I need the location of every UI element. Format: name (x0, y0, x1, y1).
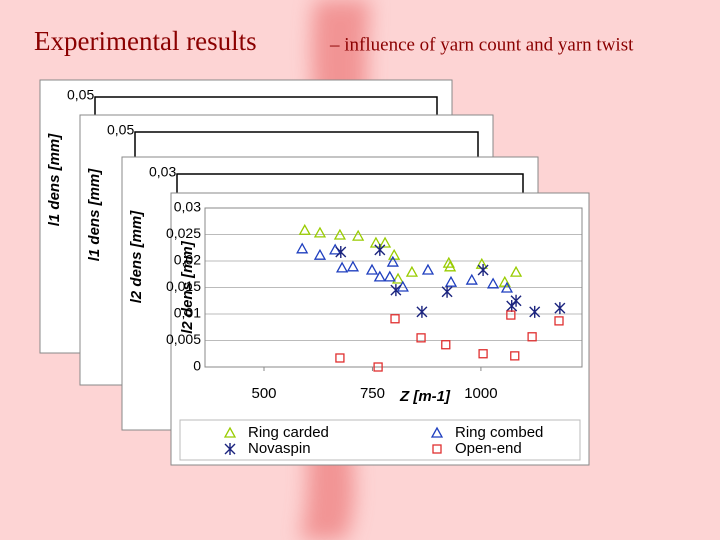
slide-subtitle: – influence of yarn count and yarn twist (329, 34, 634, 55)
slide-title: Experimental results (34, 26, 257, 56)
data-point (500, 281, 514, 293)
x-tick-label: 750 (360, 385, 385, 402)
y-tick-label: 0 (193, 358, 201, 374)
data-point (442, 256, 455, 268)
legend-label: Ring carded (248, 424, 329, 441)
data-point (477, 264, 489, 277)
data-point (374, 243, 386, 256)
data-point (298, 223, 311, 235)
legend-marker (224, 443, 236, 455)
legend-label: Ring combed (455, 424, 543, 441)
y-axis-label: l2 dens [mm] (179, 240, 196, 334)
data-point (333, 228, 347, 240)
legend-label: Open-end (455, 440, 522, 457)
data-point (346, 260, 360, 272)
background-ylabel: l1 dens [mm] (46, 133, 63, 227)
data-point (478, 349, 488, 359)
data-point (373, 270, 386, 282)
y-tick-label: 0,015 (166, 278, 201, 294)
background-ytick-label: 0,05 (107, 122, 134, 138)
data-point (441, 285, 453, 298)
legend-box (179, 419, 581, 461)
legend-marker (223, 426, 237, 438)
data-point (506, 310, 516, 320)
x-axis-label: Z [m-1] (399, 388, 451, 405)
data-point (416, 305, 428, 318)
data-point (465, 273, 478, 285)
data-point (373, 362, 383, 372)
data-point (444, 275, 458, 287)
data-point (510, 294, 522, 307)
data-point (390, 314, 400, 324)
data-point (527, 332, 537, 342)
y-tick-label: 0,005 (166, 331, 201, 347)
data-point (390, 284, 402, 297)
legend-marker (432, 444, 442, 454)
background-ytick-label: 0,03 (149, 164, 176, 180)
data-point (405, 265, 419, 277)
data-point (386, 255, 399, 267)
x-tick-label: 1000 (464, 385, 497, 402)
y-tick-label: 0,03 (174, 199, 201, 215)
data-point (441, 340, 451, 350)
data-point (416, 333, 426, 343)
data-point (421, 263, 435, 275)
plot-frame (204, 207, 583, 368)
data-point (529, 305, 541, 318)
data-point (391, 272, 405, 284)
front-chart: 0 0,005 0,01 0,015 0,02 0,025 0,03 500 750 1000 Z … (166, 192, 590, 466)
background-ytick-label: 0,05 (67, 87, 94, 103)
y-tick-label: 0,01 (174, 305, 201, 321)
data-point (554, 302, 566, 315)
data-point (444, 260, 457, 272)
data-point (335, 353, 345, 363)
x-tick-label: 500 (251, 385, 276, 402)
background-ylabel: l1 dens [mm] (86, 168, 103, 262)
data-point (335, 245, 347, 258)
y-tick-label: 0,02 (174, 252, 201, 268)
data-point (369, 236, 383, 248)
data-point (378, 236, 392, 248)
legend-marker (430, 426, 444, 438)
data-point (510, 351, 520, 361)
data-point (365, 263, 379, 275)
data-point (554, 316, 564, 326)
data-point (335, 261, 349, 273)
data-point (313, 226, 327, 238)
data-point (313, 248, 327, 260)
data-point (509, 265, 523, 277)
data-point (352, 229, 365, 241)
y-tick-label: 0,025 (166, 225, 201, 241)
data-point (383, 270, 396, 282)
background-ylabel: l2 dens [mm] (128, 210, 145, 304)
data-point (296, 242, 309, 254)
data-point (486, 277, 500, 289)
legend-label: Novaspin (248, 440, 311, 457)
